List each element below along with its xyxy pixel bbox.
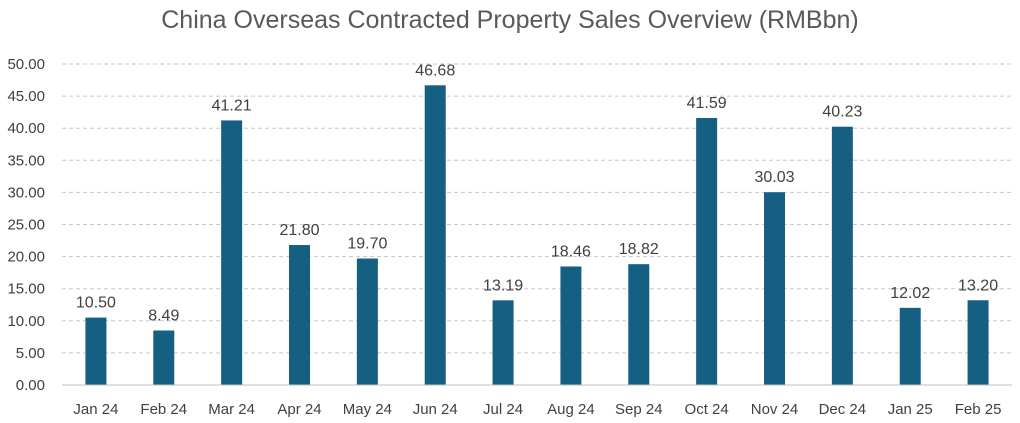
bars bbox=[85, 85, 989, 386]
x-tick-label: Jan 25 bbox=[888, 401, 933, 418]
data-labels: 10.50 8.49 41.21 21.80 19.70 46.68 13.19 18.46 1… bbox=[76, 62, 998, 324]
bar bbox=[967, 300, 989, 385]
y-tick-label: 40.00 bbox=[7, 120, 45, 137]
y-tick-label: 50.00 bbox=[7, 56, 45, 73]
bar bbox=[153, 330, 175, 385]
data-label: 46.68 bbox=[415, 62, 455, 79]
data-label: 18.46 bbox=[551, 243, 591, 260]
data-label: 41.21 bbox=[212, 97, 252, 114]
x-tick-label: May 24 bbox=[343, 401, 392, 418]
x-axis-ticks: Jan 24 Feb 24 Mar 24 Apr 24 May 24 Jun 24 Jul … bbox=[73, 401, 1001, 418]
x-tick-label: Oct 24 bbox=[685, 401, 729, 418]
data-label: 19.70 bbox=[347, 236, 387, 253]
data-label: 8.49 bbox=[148, 307, 179, 324]
x-tick-label: Jun 24 bbox=[413, 401, 458, 418]
y-tick-label: 15.00 bbox=[7, 281, 45, 298]
chart-title: China Overseas Contracted Property Sales… bbox=[161, 6, 859, 34]
bar bbox=[424, 85, 446, 386]
x-tick-label: Aug 24 bbox=[547, 401, 595, 418]
data-label: 10.50 bbox=[76, 295, 116, 312]
bar bbox=[899, 307, 921, 385]
bar bbox=[289, 245, 310, 385]
x-tick-label: Feb 24 bbox=[140, 401, 187, 418]
y-tick-label: 5.00 bbox=[16, 345, 45, 362]
x-tick-label: Mar 24 bbox=[208, 401, 255, 418]
y-tick-label: 0.00 bbox=[16, 377, 45, 394]
gridlines bbox=[62, 63, 1012, 354]
bar bbox=[696, 117, 718, 386]
y-tick-label: 30.00 bbox=[7, 184, 45, 201]
x-tick-label: Jan 24 bbox=[73, 401, 118, 418]
data-label: 13.19 bbox=[483, 277, 523, 294]
data-label: 21.80 bbox=[279, 222, 319, 239]
data-label: 40.23 bbox=[822, 104, 862, 121]
x-tick-label: Dec 24 bbox=[819, 401, 867, 418]
x-tick-label: Jul 24 bbox=[483, 401, 523, 418]
x-tick-label: Apr 24 bbox=[277, 401, 321, 418]
bar bbox=[628, 264, 650, 385]
bar bbox=[85, 317, 107, 385]
bar bbox=[764, 192, 785, 385]
y-tick-label: 20.00 bbox=[7, 249, 45, 266]
bar bbox=[221, 120, 243, 386]
data-label: 41.59 bbox=[687, 95, 727, 112]
y-tick-label: 25.00 bbox=[7, 217, 45, 234]
data-label: 18.82 bbox=[619, 241, 659, 258]
data-label: 13.20 bbox=[958, 277, 998, 294]
bar bbox=[560, 266, 582, 385]
y-tick-label: 10.00 bbox=[7, 313, 45, 330]
data-label: 12.02 bbox=[890, 285, 930, 302]
x-tick-label: Nov 24 bbox=[751, 401, 799, 418]
y-axis-ticks: 0.00 5.00 10.00 15.00 20.00 25.00 30.00 35.00 40… bbox=[7, 56, 45, 394]
data-label: 30.03 bbox=[754, 169, 794, 186]
y-tick-label: 35.00 bbox=[7, 152, 45, 169]
bar bbox=[492, 300, 514, 385]
bar bbox=[356, 258, 378, 385]
y-tick-label: 45.00 bbox=[7, 88, 45, 105]
bar bbox=[831, 126, 853, 386]
x-tick-label: Feb 25 bbox=[955, 401, 1002, 418]
x-tick-label: Sep 24 bbox=[615, 401, 663, 418]
